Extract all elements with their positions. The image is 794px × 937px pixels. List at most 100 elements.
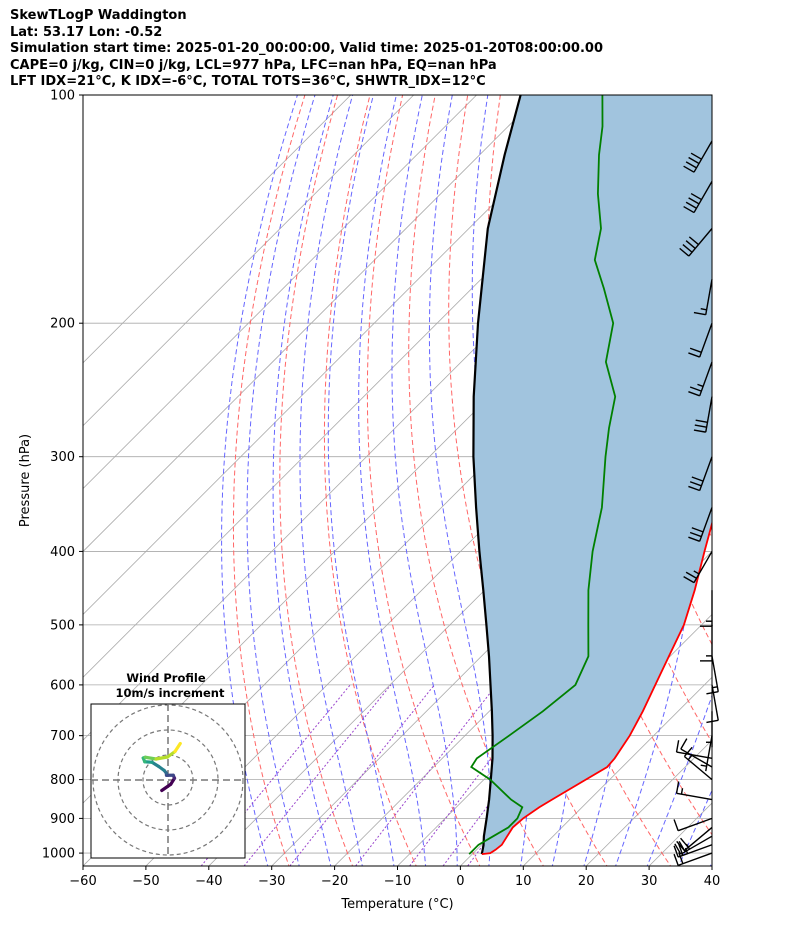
wind-barb-feather xyxy=(678,852,684,864)
wind-barb-feather xyxy=(691,527,704,533)
wind-barb-feather xyxy=(706,691,719,695)
location-line: Lat: 53.17 Lon: -0.52 xyxy=(10,24,163,40)
wind-barb-feather xyxy=(690,192,702,201)
wind-barb xyxy=(683,551,713,584)
isotherm xyxy=(83,95,352,364)
moist-adiabat xyxy=(299,95,363,866)
wind-barb-half-feather xyxy=(700,764,707,767)
y-tick-label: 800 xyxy=(50,773,75,788)
wind-barb-feather xyxy=(673,819,679,831)
isotherm xyxy=(83,95,414,427)
y-tick-label: 300 xyxy=(50,450,75,465)
wind-barb xyxy=(688,456,713,492)
wind-barb-feather xyxy=(676,840,685,852)
x-tick-label: −10 xyxy=(384,874,411,889)
wind-barb-staff xyxy=(677,817,713,832)
wind-barb-staff xyxy=(683,826,713,852)
time-line: Simulation start time: 2025-01-20_00:00:… xyxy=(10,41,603,56)
dry-adiabat xyxy=(728,95,794,869)
moist-adiabat xyxy=(246,95,316,866)
dry-adiabat xyxy=(279,95,354,866)
mixing-ratio-line xyxy=(200,684,351,866)
wind-barb xyxy=(688,507,713,542)
parcel-params-line: CAPE=0 j/kg, CIN=0 j/kg, LCL=977 hPa, LF… xyxy=(10,57,497,73)
wind-barb-feather xyxy=(689,481,702,487)
wind-barb-feather xyxy=(689,531,702,538)
wind-barb-feather xyxy=(673,845,679,858)
mixing-ratio-line xyxy=(289,684,435,866)
dry-adiabat xyxy=(761,95,794,869)
x-tick-label: −20 xyxy=(321,874,348,889)
x-tick-label: −60 xyxy=(69,874,96,889)
wind-barb-feather xyxy=(682,243,693,253)
wind-barb-feather xyxy=(688,536,700,542)
y-tick-label: 500 xyxy=(50,618,75,633)
parcel-profile-line xyxy=(472,95,522,855)
moist-adiabat xyxy=(709,861,712,866)
wind-barb-feather xyxy=(679,247,690,257)
wind-barb xyxy=(673,852,713,867)
wind-barb xyxy=(676,826,713,852)
wind-barb xyxy=(700,590,713,627)
wind-barb-feather xyxy=(706,719,719,724)
wind-barb-half-feather xyxy=(711,686,718,689)
wind-barb-feather xyxy=(689,386,702,392)
x-axis-label: Temperature (°C) xyxy=(340,897,453,912)
wind-barb-feather xyxy=(675,740,680,753)
wind-barb xyxy=(700,624,713,662)
wind-barb xyxy=(693,396,713,433)
chart-title: SkewTLogP Waddington xyxy=(10,8,187,23)
wind-barb xyxy=(683,181,713,214)
hodograph-segment xyxy=(173,741,182,754)
wind-barb-feather xyxy=(689,347,702,353)
wind-barb-feather xyxy=(693,429,706,433)
chart-header: SkewTLogP Waddington Lat: 53.17 Lon: -0.… xyxy=(10,8,603,91)
isotherm xyxy=(711,865,712,866)
wind-barb-staff xyxy=(683,755,713,781)
y-tick-label: 200 xyxy=(50,317,75,332)
wind-barb-feather xyxy=(688,391,700,397)
x-tick-label: 20 xyxy=(578,874,595,889)
wind-barb-feather xyxy=(694,424,707,428)
axes-layer: −60 −50 −40 −30 −20 −10 0 10 20 30 40 1000 900 800 700… xyxy=(42,89,720,890)
moist-adiabat xyxy=(428,95,492,866)
wind-profile-subtitle: 10m/s increment xyxy=(116,686,225,700)
wind-barb-feather xyxy=(683,165,695,173)
wind-barb-feather xyxy=(688,236,699,246)
dry-adiabat xyxy=(408,95,544,866)
y-tick-label: 900 xyxy=(50,812,75,827)
y-tick-label: 400 xyxy=(50,545,75,560)
wind-barb-feather xyxy=(680,738,688,750)
wind-barb xyxy=(683,140,713,173)
wind-barb xyxy=(688,322,713,358)
wind-barb-staff xyxy=(677,844,713,858)
wind-barb xyxy=(673,817,713,832)
hodograph-segment xyxy=(143,755,158,761)
wind-profile-plot xyxy=(91,704,245,858)
x-tick-label: 0 xyxy=(456,874,464,889)
x-tick-label: −40 xyxy=(195,874,222,889)
hodograph-segment xyxy=(154,755,170,761)
wind-barbs xyxy=(673,140,719,867)
wind-barb-feather xyxy=(685,161,697,169)
wind-barb-feather xyxy=(690,152,702,160)
dry-adiabat xyxy=(232,95,306,866)
stability-indices-line: LFT IDX=21°C, K IDX=-6°C, TOTAL TOTS=36°… xyxy=(10,74,486,89)
wind-barb-feather xyxy=(688,156,700,165)
y-axis-label: Pressure (hPa) xyxy=(18,434,33,527)
wind-barb xyxy=(693,279,713,316)
dry-adiabat xyxy=(448,95,608,866)
wind-barb-half-feather xyxy=(680,788,684,795)
wind-barb-staff xyxy=(676,751,713,760)
wind-barb-staff xyxy=(711,656,719,692)
wind-barb-half-feather xyxy=(700,308,707,311)
moist-adiabat xyxy=(740,95,794,869)
wind-barb-staff xyxy=(699,507,713,542)
wind-barb xyxy=(675,781,713,801)
wind-barb-staff xyxy=(688,228,713,257)
wind-barb-half-feather xyxy=(697,383,704,388)
wind-barb-staff xyxy=(693,551,713,583)
moist-adiabat xyxy=(678,789,712,866)
